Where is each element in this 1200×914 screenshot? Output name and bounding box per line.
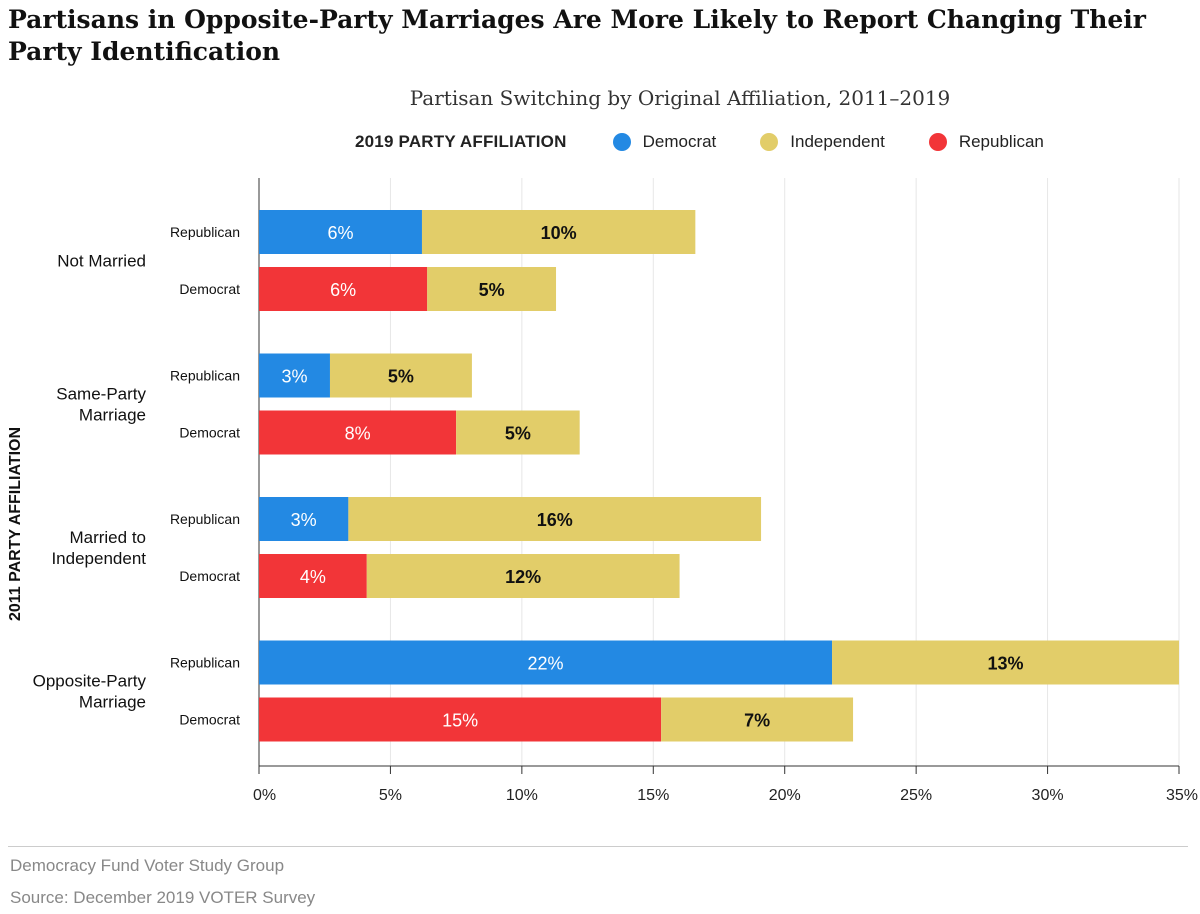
data-label: 8% <box>345 424 371 444</box>
bar-label: Democrat <box>179 425 240 441</box>
bar-segment-republican <box>259 267 428 311</box>
bar-segment-independent <box>348 497 762 541</box>
footer-divider <box>8 846 1188 847</box>
x-tick-label: 20% <box>769 787 801 804</box>
bar-segment-independent <box>421 210 696 254</box>
data-label: 4% <box>300 567 326 587</box>
bar-segment-democrat <box>259 640 833 685</box>
legend: 2019 PARTY AFFILIATION Democrat Independ… <box>355 130 1088 154</box>
legend-swatch-democrat <box>612 133 631 151</box>
x-tick-label: 25% <box>900 787 932 804</box>
data-label: 16% <box>537 510 573 530</box>
bar-segment-independent <box>661 697 854 742</box>
data-label: 22% <box>527 654 563 674</box>
bar-label: Republican <box>170 655 240 671</box>
legend-item-republican: Republican <box>928 132 1044 152</box>
bar-segment-independent <box>366 554 680 598</box>
bar-segment-independent <box>329 353 472 398</box>
x-tick-label: 5% <box>379 787 402 804</box>
bar-segment-independent <box>456 410 580 455</box>
x-tick-label: 15% <box>637 787 669 804</box>
footer-credit: Democracy Fund Voter Study Group <box>10 856 285 875</box>
bar-label: Republican <box>170 368 240 384</box>
bar-segment-democrat <box>259 353 330 398</box>
x-tick-label: 35% <box>1166 787 1198 804</box>
data-label: 5% <box>479 280 505 300</box>
data-label: 6% <box>327 223 353 243</box>
data-label: 3% <box>281 367 307 387</box>
footer-source: Source: December 2019 VOTER Survey <box>10 888 316 907</box>
legend-label-independent: Independent <box>790 132 885 151</box>
legend-swatch-independent <box>760 133 779 151</box>
legend-item-independent: Independent <box>760 132 885 152</box>
bar-label: Democrat <box>179 568 240 584</box>
data-label: 6% <box>330 280 356 300</box>
data-label: 10% <box>541 223 577 243</box>
y-axis-title: 2011 PARTY AFFILIATION <box>7 427 24 621</box>
bar-label: Democrat <box>179 281 240 297</box>
data-label: 7% <box>744 711 770 731</box>
x-tick-label: 30% <box>1032 787 1064 804</box>
bar-segment-democrat <box>259 497 349 541</box>
group-label: Opposite-Party Marriage <box>33 672 147 712</box>
chart-area: 0% 5% 10% 15% 20% 25% 30% 35% 2011 PARTY AFFILIA… <box>0 160 1200 810</box>
bar-segment-republican <box>259 410 457 455</box>
group-label: Not Married <box>57 252 146 271</box>
data-label: 5% <box>388 367 414 387</box>
bar-label: Democrat <box>179 712 240 728</box>
data-label: 13% <box>987 654 1023 674</box>
group-label: Married to Independent <box>51 528 146 568</box>
data-label: 5% <box>505 424 531 444</box>
legend-item-democrat: Democrat <box>612 132 717 152</box>
legend-label-democrat: Democrat <box>642 132 717 151</box>
bar-segment-republican <box>259 697 662 742</box>
data-label: 15% <box>442 711 478 731</box>
chart-subtitle: Partisan Switching by Original Affiliati… <box>409 86 951 110</box>
data-label: 3% <box>291 510 317 530</box>
group-label: Same-Party Marriage <box>56 385 146 425</box>
x-tick-label: 10% <box>506 787 538 804</box>
legend-label-republican: Republican <box>958 132 1044 151</box>
bar-label: Republican <box>170 511 240 527</box>
chart-title: Partisans in Opposite-Party Marriages Ar… <box>8 5 1146 66</box>
bar-segment-independent <box>427 267 557 311</box>
x-tick-label: 0% <box>253 787 276 804</box>
bar-label: Republican <box>170 224 240 240</box>
bar-segment-republican <box>259 554 367 598</box>
legend-swatch-republican <box>928 133 947 151</box>
data-label: 12% <box>505 567 541 587</box>
bar-segment-democrat <box>259 210 422 254</box>
legend-title: 2019 PARTY AFFILIATION <box>355 132 567 151</box>
bar-segment-independent <box>832 640 1179 685</box>
stacked-bar-chart: 0% 5% 10% 15% 20% 25% 30% 35% 2011 PARTY AFFILIA… <box>7 178 1198 804</box>
